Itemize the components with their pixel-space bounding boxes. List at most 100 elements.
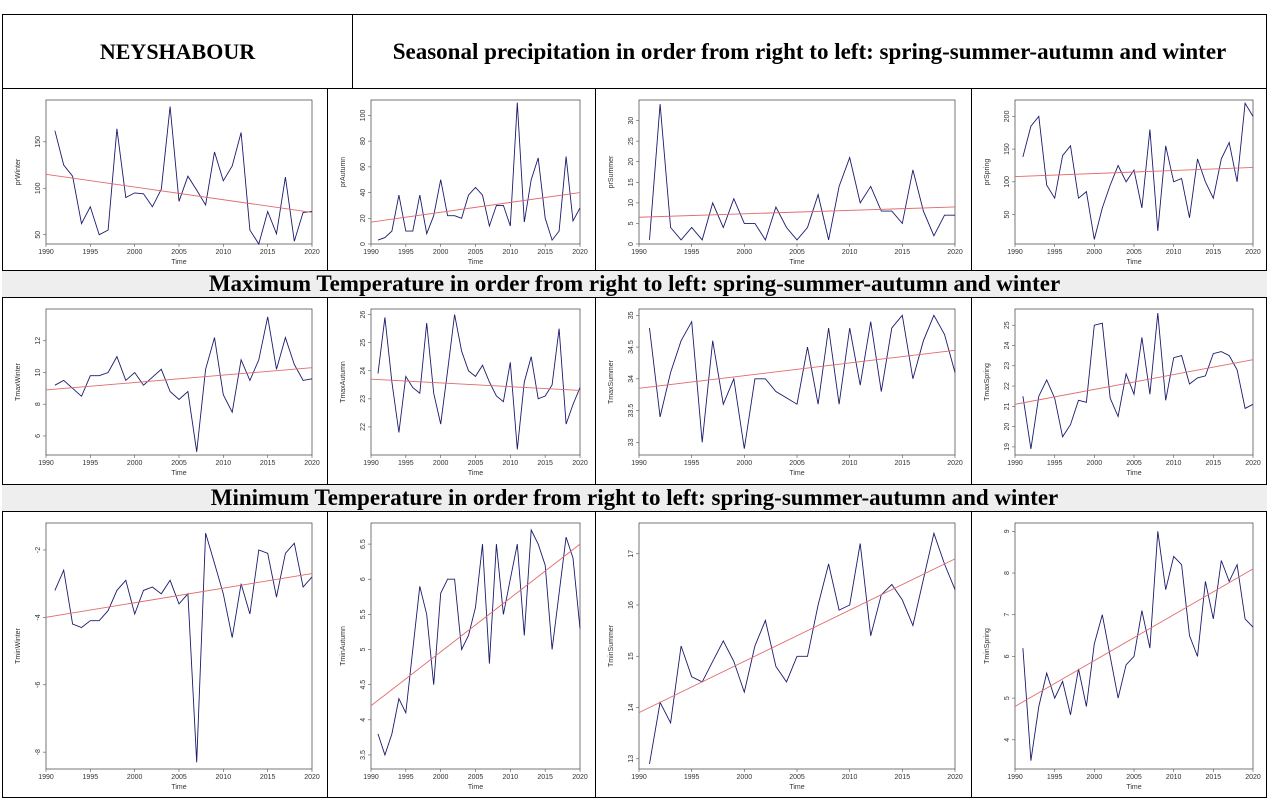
y-tick-label: 5 xyxy=(1004,696,1011,700)
y-tick-label: -2 xyxy=(35,547,42,553)
plot-frame xyxy=(45,522,313,770)
y-tick-label: 60 xyxy=(360,163,367,171)
y-tick-label: 19 xyxy=(1004,443,1011,451)
x-tick-label: 2000 xyxy=(1087,774,1103,781)
chart-TmaxSummer: 1990 1995 2000 2005 2010 2015 2020 33 33.5 34 34.5… xyxy=(603,301,963,479)
plot-frame xyxy=(370,308,581,456)
y-tick-label: -4 xyxy=(35,614,42,620)
y-tick-label: 7 xyxy=(1004,613,1011,617)
y-tick-label: 100 xyxy=(360,109,367,121)
chart-prAutumn: 1990 1995 2000 2005 2010 2015 2020 0 20 40 60 80 100… xyxy=(335,92,588,268)
x-tick-label: 2000 xyxy=(737,460,753,467)
y-tick-label: 5 xyxy=(628,221,635,225)
trend-line xyxy=(45,367,313,391)
chart-svg-prWinter: 1990 1995 2000 2005 2010 2015 2020 50 100 150 Time… xyxy=(15,99,320,266)
y-tick-label: 6 xyxy=(360,577,367,581)
x-axis-label: Time xyxy=(1126,470,1141,477)
chart-svg-prAutumn: 1990 1995 2000 2005 2010 2015 2020 0 20 40 60 80 100… xyxy=(340,99,588,266)
x-tick-label: 1990 xyxy=(631,249,647,256)
x-tick-label: 2000 xyxy=(737,249,753,256)
x-tick-label: 1995 xyxy=(1047,774,1063,781)
plot-frame xyxy=(1014,522,1254,770)
y-tick-label: 25 xyxy=(1004,321,1011,329)
y-axis-label: TminSummer xyxy=(608,624,615,667)
y-tick-label: 33.5 xyxy=(628,404,635,418)
x-tick-label: 2010 xyxy=(503,460,519,467)
y-tick-label: 10 xyxy=(628,199,635,207)
y-tick-label: 6 xyxy=(35,434,42,438)
y-tick-label: 150 xyxy=(35,136,42,148)
chart-svg-TminWinter: 1990 1995 2000 2005 2010 2015 2020 -8 -6 -4 -2 Time… xyxy=(15,522,320,791)
x-tick-label: 2000 xyxy=(433,460,449,467)
y-tick-label: 0 xyxy=(628,242,635,246)
y-tick-label: 22 xyxy=(1004,382,1011,390)
chart-TminWinter: 1990 1995 2000 2005 2010 2015 2020 -8 -6 -4 -2 Time… xyxy=(10,515,320,793)
x-tick-label: 2005 xyxy=(171,249,187,256)
y-tick-label: 24 xyxy=(360,367,367,375)
series-line xyxy=(377,102,581,242)
x-tick-label: 2010 xyxy=(503,774,519,781)
x-tick-label: 2005 xyxy=(1126,774,1142,781)
x-tick-label: 1990 xyxy=(363,460,379,467)
chart-svg-prSpring: 1990 1995 2000 2005 2010 2015 2020 50 100 150 200 T… xyxy=(984,99,1261,266)
x-tick-label: 1995 xyxy=(83,774,99,781)
x-tick-label: 2015 xyxy=(537,249,553,256)
x-tick-label: 1995 xyxy=(1047,460,1063,467)
x-tick-label: 2000 xyxy=(433,249,449,256)
y-tick-label: 50 xyxy=(1004,211,1011,219)
x-tick-label: 1995 xyxy=(398,460,414,467)
x-tick-label: 2020 xyxy=(572,249,588,256)
y-tick-label: 30 xyxy=(628,117,635,125)
x-axis-label: Time xyxy=(171,784,186,791)
x-tick-label: 2020 xyxy=(947,249,963,256)
x-tick-label: 2015 xyxy=(260,249,276,256)
chart-prSummer: 1990 1995 2000 2005 2010 2015 2020 0 5 10 15 20 25 30… xyxy=(603,92,963,268)
y-axis-label: prWinter xyxy=(15,158,22,185)
y-tick-label: 150 xyxy=(1004,143,1011,155)
chart-svg-TminSpring: 1990 1995 2000 2005 2010 2015 2020 4 5 6 7 8 9 Time Tm… xyxy=(984,522,1261,791)
y-tick-label: 13 xyxy=(628,755,635,763)
trend-line xyxy=(45,173,313,213)
x-tick-label: 1995 xyxy=(398,774,414,781)
x-tick-label: 2015 xyxy=(895,249,911,256)
x-tick-label: 2000 xyxy=(127,249,143,256)
y-axis-label: prAutumn xyxy=(340,157,347,187)
x-tick-label: 2010 xyxy=(842,774,858,781)
y-axis-label: TmaxSpring xyxy=(984,363,991,401)
x-tick-label: 2005 xyxy=(468,460,484,467)
y-tick-label: -6 xyxy=(35,682,42,688)
x-tick-label: 1995 xyxy=(1047,249,1063,256)
x-tick-label: 1990 xyxy=(631,460,647,467)
y-tick-label: 20 xyxy=(360,214,367,222)
series-line xyxy=(649,314,956,449)
trend-line xyxy=(45,573,313,618)
x-axis-label: Time xyxy=(789,784,804,791)
y-tick-label: 15 xyxy=(628,652,635,660)
series-line xyxy=(1022,101,1254,240)
y-tick-label: -8 xyxy=(35,749,42,755)
y-tick-label: 50 xyxy=(35,231,42,239)
series-line xyxy=(1022,531,1254,761)
y-tick-label: 20 xyxy=(628,158,635,166)
y-axis-label: TmaxAutumn xyxy=(340,361,347,403)
chart-TminSpring: 1990 1995 2000 2005 2010 2015 2020 4 5 6 7 8 9 Time Tm… xyxy=(979,515,1261,793)
chart-prSpring: 1990 1995 2000 2005 2010 2015 2020 50 100 150 200 T… xyxy=(979,92,1261,268)
y-tick-label: 0 xyxy=(360,242,367,246)
x-tick-label: 2000 xyxy=(127,460,143,467)
station-header: NEYSHABOUR xyxy=(99,38,256,64)
y-tick-label: 14 xyxy=(628,704,635,712)
x-tick-label: 2005 xyxy=(789,460,805,467)
y-tick-label: 34.5 xyxy=(628,340,635,354)
series-line xyxy=(54,532,313,763)
x-tick-label: 2005 xyxy=(171,460,187,467)
x-tick-label: 2000 xyxy=(1087,460,1103,467)
y-tick-label: 12 xyxy=(35,337,42,345)
x-axis-label: Time xyxy=(1126,784,1141,791)
x-tick-label: 2010 xyxy=(1166,774,1182,781)
y-axis-label: TminWinter xyxy=(15,627,22,663)
y-tick-label: 22 xyxy=(360,423,367,431)
x-tick-label: 1990 xyxy=(631,774,647,781)
y-axis-label: prSummer xyxy=(608,155,615,188)
plot-frame xyxy=(370,522,581,770)
tmin-band-title: Minimum Temperature in order from right … xyxy=(2,485,1267,511)
